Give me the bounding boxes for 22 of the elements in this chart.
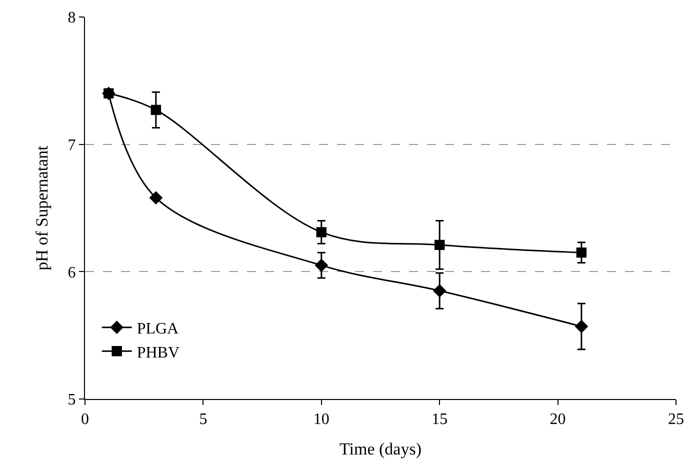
point — [433, 284, 446, 298]
point — [316, 227, 326, 238]
legend-label: PLGA — [136, 320, 180, 338]
x-tick-label: 0 — [81, 411, 89, 428]
x-tick-label: 5 — [199, 411, 208, 428]
y-axis-title: pH of Supernatant — [32, 145, 52, 270]
x-tick-label: 15 — [432, 411, 448, 428]
point — [434, 240, 445, 250]
point — [149, 191, 162, 204]
y-tick-label: 6 — [68, 264, 76, 282]
x-axis-title: Time (days) — [339, 440, 422, 459]
legend-label: PHBV — [136, 344, 180, 362]
point — [150, 104, 162, 116]
point — [576, 247, 587, 258]
point — [314, 258, 328, 272]
x-tick-label: 10 — [313, 411, 330, 428]
y-tick-label: 8 — [68, 10, 76, 27]
y-tick-label: 7 — [68, 136, 76, 154]
x-tick-label: 20 — [550, 411, 566, 428]
y-tick-label: 5 — [68, 392, 76, 409]
x-tick-label: 25 — [668, 411, 684, 428]
point — [574, 320, 588, 333]
